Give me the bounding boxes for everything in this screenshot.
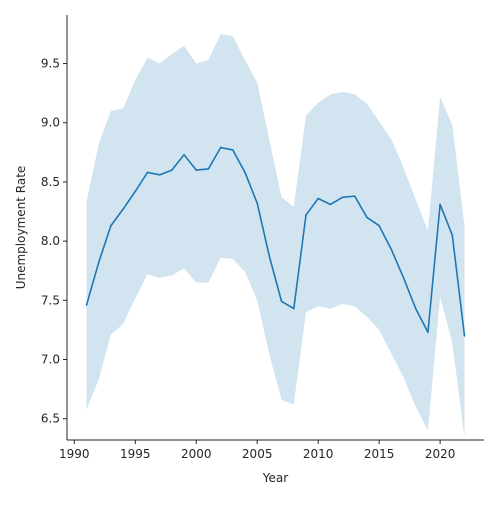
data-point xyxy=(366,216,368,219)
data-point xyxy=(110,224,112,227)
y-tick-label: 7.5 xyxy=(41,293,60,307)
data-point xyxy=(268,255,271,258)
data-point xyxy=(146,171,149,174)
data-point xyxy=(122,208,124,210)
data-point xyxy=(451,234,454,236)
data-point xyxy=(353,195,356,197)
y-tick-label: 9.0 xyxy=(41,116,60,130)
x-tick-label: 2010 xyxy=(303,447,334,461)
data-point xyxy=(232,149,234,151)
y-tick-label: 6.5 xyxy=(41,412,60,426)
data-point xyxy=(280,300,283,303)
data-point xyxy=(305,214,307,216)
x-tick-label: 1990 xyxy=(59,447,90,461)
data-point xyxy=(244,171,246,174)
x-tick-label: 2020 xyxy=(425,447,456,461)
y-tick-label: 8.5 xyxy=(41,175,60,189)
data-point xyxy=(256,202,259,205)
data-point xyxy=(292,307,295,310)
data-point xyxy=(183,153,185,156)
x-axis-ticks: 1990 1995 2000 2005 2010 2015 2020 xyxy=(59,440,455,461)
y-axis-ticks: 6.5 7.0 7.5 8.0 8.5 9.0 9.5 xyxy=(41,57,67,426)
data-point xyxy=(85,304,88,306)
data-point xyxy=(378,224,380,227)
data-point xyxy=(171,169,173,171)
axes xyxy=(66,15,484,441)
data-point xyxy=(463,335,466,337)
data-point xyxy=(158,174,161,176)
y-tick-label: 7.0 xyxy=(41,352,60,366)
data-point xyxy=(390,248,393,251)
data-point xyxy=(341,196,344,199)
data-point xyxy=(97,261,100,264)
x-tick-label: 2015 xyxy=(364,447,395,461)
x-axis-title: Year xyxy=(262,471,288,485)
x-tick-label: 2005 xyxy=(242,447,273,461)
data-point xyxy=(219,146,222,149)
data-point xyxy=(207,168,210,170)
series-line xyxy=(85,146,466,336)
x-tick-label: 1995 xyxy=(120,447,151,461)
data-point xyxy=(195,169,198,171)
data-point xyxy=(317,197,319,200)
confidence-band-layer xyxy=(86,33,465,438)
confidence-band xyxy=(86,33,465,438)
data-point xyxy=(427,331,429,334)
data-point xyxy=(414,307,417,310)
data-point xyxy=(329,203,332,206)
data-point xyxy=(402,277,405,279)
data-point xyxy=(439,203,441,206)
data-point xyxy=(134,190,137,193)
x-tick-label: 2000 xyxy=(181,447,212,461)
y-tick-label: 9.5 xyxy=(41,57,60,71)
y-tick-label: 8.0 xyxy=(41,234,60,248)
series-line-layer xyxy=(85,146,466,337)
y-axis-title: Unemployment Rate xyxy=(14,166,28,290)
